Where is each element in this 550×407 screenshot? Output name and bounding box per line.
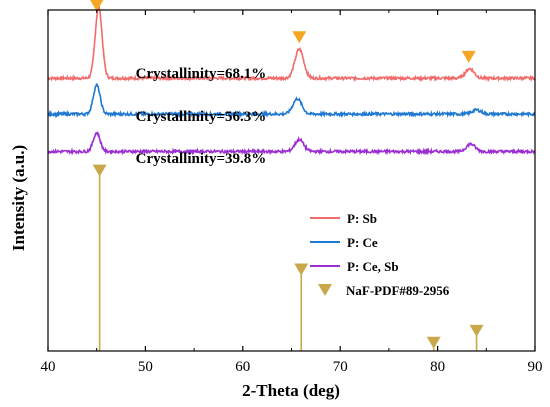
y-axis-label: Intensity (a.u.) bbox=[9, 145, 28, 251]
x-tick-label: 80 bbox=[430, 359, 445, 375]
legend-entry: P: Ce, Sb bbox=[310, 259, 399, 274]
reference-marker bbox=[92, 164, 107, 177]
legend-label: P: Sb bbox=[347, 211, 377, 226]
peak-marker bbox=[292, 31, 307, 44]
legend: P: Sb P: Ce P: Ce, Sb NaF-PDF#89-2956 bbox=[310, 211, 450, 298]
crystallinity-label: Crystallinity=39.8% bbox=[136, 151, 267, 167]
reference-marker bbox=[426, 336, 441, 349]
x-tick-label: 60 bbox=[235, 359, 250, 375]
legend-label: NaF-PDF#89-2956 bbox=[346, 283, 450, 298]
crystallinity-label: Crystallinity=56.3% bbox=[136, 109, 267, 125]
series-line bbox=[47, 130, 535, 156]
legend-marker bbox=[318, 284, 332, 296]
reference-marker bbox=[469, 324, 484, 337]
legend-label: P: Ce bbox=[347, 235, 378, 250]
reference-marker bbox=[294, 263, 309, 276]
plot-frame bbox=[47, 9, 536, 352]
series-line bbox=[47, 4, 536, 83]
x-tick-label: 40 bbox=[41, 359, 56, 375]
x-tick-label: 50 bbox=[138, 359, 153, 375]
annotations: Crystallinity=68.1% Crystallinity=56.3% Cr… bbox=[136, 66, 267, 167]
legend-entry: NaF-PDF#89-2956 bbox=[318, 283, 450, 298]
x-axis-label: 2-Theta (deg) bbox=[242, 381, 340, 400]
crystallinity-label: Crystallinity=68.1% bbox=[136, 66, 267, 82]
plot-area bbox=[47, 0, 536, 351]
axes: 40 50 60 70 80 90 bbox=[41, 9, 543, 375]
legend-entry: P: Ce bbox=[310, 235, 378, 250]
series-line bbox=[47, 83, 536, 119]
peak-marker bbox=[90, 0, 104, 12]
x-tick-label: 70 bbox=[333, 359, 348, 375]
legend-label: P: Ce, Sb bbox=[347, 259, 399, 274]
peak-marker bbox=[461, 50, 476, 63]
x-tick-label: 90 bbox=[528, 359, 543, 375]
legend-entry: P: Sb bbox=[310, 211, 377, 226]
